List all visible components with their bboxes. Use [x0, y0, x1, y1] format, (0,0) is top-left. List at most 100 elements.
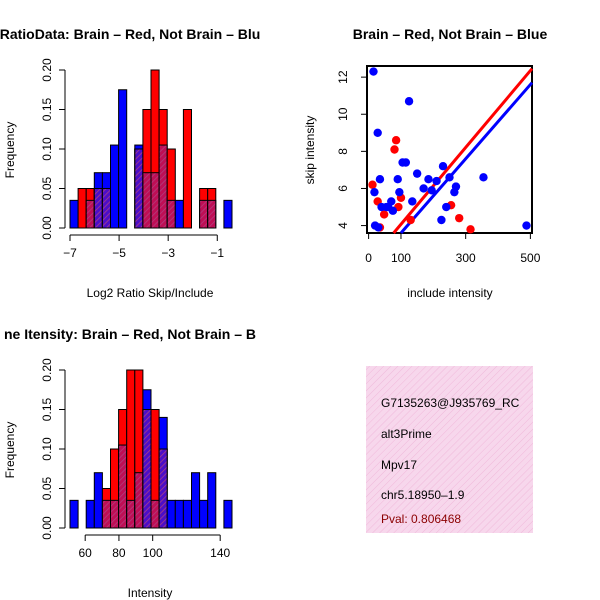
- scatter-x-tick-label: 500: [520, 251, 540, 265]
- intensity-histogram-y-tick-label: 0.20: [40, 358, 54, 382]
- scatter-point-not-brain: [375, 174, 385, 184]
- scatter-title: Brain – Red, Not Brain – Blue: [353, 26, 548, 42]
- ratio-histogram-bar-overlap: [166, 199, 176, 229]
- scatter-x-tick-label: 0: [365, 251, 372, 265]
- intensity-histogram-bar-not-brain: [69, 499, 79, 529]
- gene-name: Mpv17: [381, 458, 417, 472]
- intensity-histogram-bar-overlap: [126, 499, 136, 529]
- probe-id: G7135263@J935769_RC: [381, 396, 520, 410]
- intensity-histogram-bar-not-brain: [166, 499, 176, 529]
- intensity-histogram-bar-overlap: [158, 448, 168, 529]
- ratio-histogram-y-axis: 0.00 0.05 0.10 0.15 0.20: [40, 58, 66, 240]
- ratio-histogram-bars: [69, 69, 233, 229]
- scatter-point-not-brain: [393, 174, 402, 184]
- scatter-point-not-brain: [438, 162, 448, 171]
- ratio-histogram-x-axis: −7 −5 −3 −1: [63, 234, 224, 260]
- intensity-histogram: ne Itensity: Brain – Red, Not Brain – B …: [3, 326, 256, 600]
- scatter-point-not-brain: [522, 221, 531, 230]
- scatter-point-not-brain: [408, 197, 417, 206]
- info-panel: G7135263@J935769_RC alt3Prime Mpv17 chr5…: [366, 366, 533, 533]
- intensity-histogram-ylabel: Frequency: [3, 422, 17, 479]
- intensity-histogram-bar-overlap: [150, 499, 160, 529]
- intensity-histogram-bar-not-brain: [223, 499, 233, 529]
- scatter-y-tick-label: 10: [336, 107, 350, 121]
- ratio-histogram-bar-brain: [77, 188, 87, 229]
- scatter-x-tick-label: 300: [456, 251, 476, 265]
- p-value: Pval: 0.806468: [381, 512, 461, 526]
- chrom-location: chr5.18950–1.9: [381, 488, 465, 502]
- scatter-point-brain: [391, 136, 401, 145]
- ratio-histogram-bar-overlap: [207, 199, 217, 229]
- ratio-histogram-bar-overlap: [93, 188, 103, 229]
- ratio-histogram-bar-overlap: [85, 199, 95, 229]
- intensity-histogram-x-tick-label: 140: [210, 546, 230, 560]
- scatter-plot-frame: [366, 65, 533, 234]
- ratio-histogram-bar-overlap: [142, 172, 152, 229]
- intensity-histogram-xlabel: Intensity: [128, 586, 173, 600]
- ratio-histogram-bar-overlap: [158, 144, 168, 229]
- intensity-histogram-bar-not-brain: [207, 472, 217, 529]
- scatter-fit-lines: [392, 67, 534, 234]
- ratio-histogram-bar-brain: [182, 109, 192, 229]
- scatter-fit-line-red: [392, 67, 534, 234]
- ratio-histogram-bar-not-brain: [69, 199, 79, 229]
- intensity-histogram-bar-not-brain: [191, 472, 201, 529]
- scatter-point-not-brain: [412, 169, 422, 178]
- scatter-ylabel: skip intensity: [303, 116, 317, 185]
- ratio-histogram-title: RatioData: Brain – Red, Not Brain – Blu: [0, 26, 260, 42]
- scatter-point-not-brain: [442, 202, 451, 212]
- ratio-histogram-x-tick-label: −3: [161, 246, 175, 260]
- scatter-point-brain: [390, 145, 399, 154]
- scatter-point-not-brain: [424, 174, 433, 184]
- ratio-histogram-bar-overlap: [134, 148, 144, 229]
- scatter-point-not-brain: [451, 182, 461, 191]
- ratio-histogram-bar-overlap: [101, 188, 112, 229]
- scatter-point-not-brain: [479, 173, 488, 182]
- ratio-histogram-y-tick-label: 0.20: [40, 58, 54, 82]
- scatter-y-tick-label: 6: [336, 185, 350, 192]
- scatter-point-not-brain: [373, 128, 382, 137]
- ratio-histogram-y-tick-label: 0.10: [40, 137, 54, 161]
- intensity-histogram-x-tick-label: 60: [79, 546, 93, 560]
- intensity-histogram-title: ne Itensity: Brain – Red, Not Brain – B: [4, 326, 256, 342]
- scatter-point-not-brain: [427, 186, 436, 195]
- scatter-xlabel: include intensity: [407, 286, 492, 300]
- intensity-histogram-bar-overlap: [118, 444, 128, 529]
- intensity-histogram-bars: [69, 369, 233, 529]
- intensity-histogram-bar-overlap: [101, 499, 112, 529]
- scatter-point-not-brain: [437, 215, 446, 225]
- ratio-histogram-bar-not-brain: [174, 199, 184, 229]
- intensity-histogram-y-tick-label: 0.10: [40, 437, 54, 461]
- intensity-scatter: Brain – Red, Not Brain – Blue 0 100 300 500…: [303, 26, 547, 300]
- scatter-points: [368, 67, 531, 234]
- ratio-histogram-x-tick-label: −7: [63, 246, 77, 260]
- scatter-point-not-brain: [395, 187, 404, 197]
- scatter-point-brain: [406, 215, 415, 225]
- intensity-histogram-bar-not-brain: [182, 499, 192, 529]
- scatter-point-not-brain: [404, 97, 414, 106]
- scatter-fit-line-blue: [399, 81, 534, 234]
- intensity-histogram-bar-overlap: [110, 499, 120, 529]
- scatter-point-brain: [466, 225, 475, 234]
- scatter-point-not-brain: [370, 187, 379, 197]
- scatter-x-tick-label: 100: [391, 251, 411, 265]
- ratio-histogram-y-tick-label: 0.00: [40, 216, 54, 240]
- scatter-point-not-brain: [445, 173, 454, 182]
- ratio-histogram-bar-not-brain: [110, 144, 120, 229]
- ratio-histogram: RatioData: Brain – Red, Not Brain – Blu …: [0, 26, 260, 300]
- scatter-y-tick-label: 8: [336, 148, 350, 155]
- scatter-point-not-brain: [432, 176, 441, 186]
- info-panel-background: [366, 366, 533, 533]
- scatter-x-axis: 0 100 300 500: [365, 233, 541, 265]
- event-type: alt3Prime: [381, 427, 432, 441]
- intensity-histogram-y-tick-label: 0.15: [40, 397, 54, 421]
- ratio-histogram-x-tick-label: −1: [210, 246, 224, 260]
- info-panel-clip: G7135263@J935769_RC alt3Prime Mpv17 chr5…: [381, 396, 520, 526]
- scatter-point-not-brain: [374, 223, 383, 232]
- intensity-histogram-x-tick-label: 100: [143, 546, 163, 560]
- intensity-histogram-x-tick-label: 80: [112, 546, 126, 560]
- intensity-histogram-bar-not-brain: [93, 472, 103, 529]
- ratio-histogram-bar-not-brain: [118, 89, 128, 229]
- intensity-histogram-bar-overlap: [134, 472, 144, 529]
